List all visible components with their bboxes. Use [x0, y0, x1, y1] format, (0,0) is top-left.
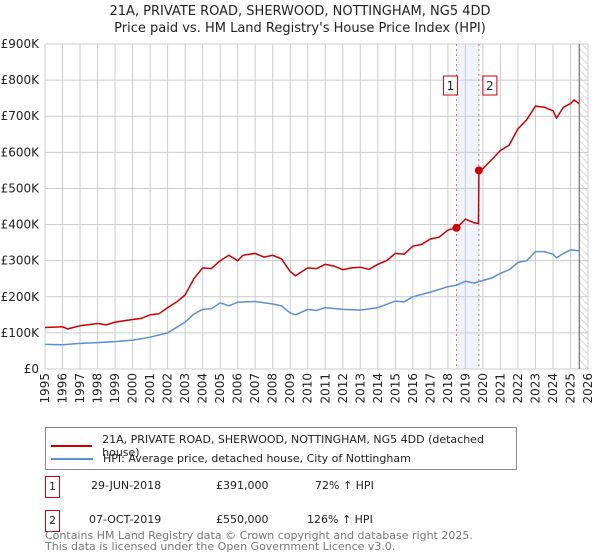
footer-licence: This data is licensed under the Open Gov… — [45, 540, 396, 553]
x-tick-label: 2023 — [528, 373, 542, 404]
x-tick-label: 2010 — [301, 373, 315, 404]
transaction-row: 2 07-OCT-2019 £550,000 126% ↑ HPI — [45, 510, 545, 532]
series-line — [44, 99, 580, 330]
x-tick-label: 2017 — [423, 373, 437, 404]
transaction-date: 29-JUN-2018 — [91, 479, 162, 492]
y-tick-label: £700K — [1, 109, 41, 123]
x-tick-label: 2015 — [388, 373, 402, 404]
y-tick-label: £0 — [24, 362, 39, 376]
x-tick-label: 2025 — [563, 373, 577, 404]
legend-label: HPI: Average price, detached house, City… — [103, 452, 411, 465]
y-tick-label: £600K — [1, 145, 41, 159]
x-tick-label: 2001 — [143, 373, 157, 404]
x-tick-label: 2024 — [546, 373, 560, 404]
x-tick-label: 2022 — [511, 373, 525, 404]
x-tick-label: 2006 — [231, 373, 245, 404]
sale-period-shade — [456, 44, 479, 369]
y-tick-label: £800K — [1, 73, 41, 87]
x-tick-label: 1996 — [56, 373, 70, 404]
x-tick-label: 2018 — [441, 373, 455, 404]
transaction-marker: 1 — [45, 476, 60, 498]
sale-point — [474, 166, 483, 175]
sale-label: 1 — [447, 79, 455, 93]
x-tick-label: 2008 — [266, 373, 280, 404]
x-tick-label: 2000 — [126, 373, 140, 404]
x-tick-label: 2014 — [371, 373, 385, 404]
chart-subtitle: Price paid vs. HM Land Registry's House … — [114, 21, 486, 36]
y-tick-label: £300K — [1, 254, 41, 268]
x-tick-label: 2007 — [248, 373, 262, 404]
y-tick-label: £500K — [1, 181, 41, 195]
footer-copyright: Contains HM Land Registry data © Crown c… — [45, 529, 473, 542]
x-tick-label: 1997 — [73, 373, 87, 404]
y-tick-label: £900K — [1, 37, 41, 51]
y-tick-label: £100K — [1, 326, 41, 340]
y-tick-label: £400K — [1, 218, 41, 232]
x-tick-label: 2012 — [336, 373, 350, 404]
transaction-marker: 2 — [45, 510, 60, 532]
sale-label: 2 — [486, 79, 494, 93]
footer: Contains HM Land Registry data © Crown c… — [45, 530, 473, 552]
forecast-hatch — [579, 44, 588, 369]
x-tick-label: 1995 — [38, 373, 52, 404]
x-tick-label: 2005 — [213, 373, 227, 404]
x-tick-label: 2019 — [458, 373, 472, 404]
x-tick-label: 1999 — [108, 373, 122, 404]
price-chart: 21A, PRIVATE ROAD, SHERWOOD, NOTTINGHAM,… — [1, 4, 595, 404]
y-tick-label: £200K — [1, 290, 41, 304]
series-line — [44, 249, 580, 346]
transaction-row: 1 29-JUN-2018 £391,000 72% ↑ HPI — [45, 476, 545, 498]
legend-item-property: 21A, PRIVATE ROAD, SHERWOOD, NOTTINGHAM,… — [51, 433, 516, 459]
x-tick-label: 2013 — [353, 373, 367, 404]
x-tick-label: 2002 — [161, 373, 175, 404]
legend: 21A, PRIVATE ROAD, SHERWOOD, NOTTINGHAM,… — [45, 427, 517, 470]
x-tick-label: 2004 — [196, 373, 210, 404]
x-tick-label: 1998 — [91, 373, 105, 404]
x-tick-label: 2003 — [178, 373, 192, 404]
transaction-price: £391,000 — [216, 479, 269, 492]
x-tick-label: 2020 — [476, 373, 490, 404]
legend-swatch-blue — [51, 457, 93, 460]
transaction-date: 07-OCT-2019 — [89, 513, 162, 526]
transaction-hpi: 126% ↑ HPI — [307, 513, 373, 526]
legend-item-hpi: HPI: Average price, detached house, City… — [51, 452, 411, 465]
x-tick-label: 2011 — [318, 373, 332, 404]
sale-label-box — [482, 75, 498, 96]
transaction-price: £550,000 — [216, 513, 269, 526]
x-tick-label: 2021 — [493, 373, 507, 404]
sale-point — [452, 223, 461, 232]
legend-label: 21A, PRIVATE ROAD, SHERWOOD, NOTTINGHAM,… — [102, 433, 484, 459]
chart-title: 21A, PRIVATE ROAD, SHERWOOD, NOTTINGHAM,… — [109, 4, 490, 19]
sale-label-box — [442, 75, 458, 96]
x-tick-label: 2009 — [283, 373, 297, 404]
legend-swatch-red — [51, 445, 93, 447]
x-tick-label: 2026 — [581, 373, 595, 404]
x-tick-label: 2016 — [406, 373, 420, 404]
transaction-hpi: 72% ↑ HPI — [315, 479, 374, 492]
